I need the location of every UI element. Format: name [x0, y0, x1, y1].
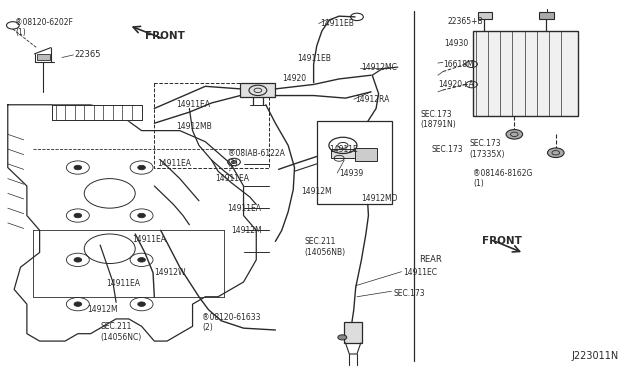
Circle shape — [338, 335, 347, 340]
Circle shape — [74, 258, 82, 262]
Circle shape — [74, 213, 82, 218]
Text: 14912MB: 14912MB — [177, 122, 212, 131]
Text: 14911EA: 14911EA — [157, 159, 191, 169]
Text: 14911EB: 14911EB — [298, 54, 332, 63]
Text: SEC.173
(18791N): SEC.173 (18791N) — [420, 110, 456, 129]
Circle shape — [138, 302, 145, 307]
Text: 14911EA: 14911EA — [106, 279, 141, 288]
Text: 22365: 22365 — [75, 51, 101, 60]
Polygon shape — [52, 105, 141, 119]
Circle shape — [74, 302, 82, 307]
Bar — [241, 83, 275, 97]
Text: ®08146-8162G
(1): ®08146-8162G (1) — [473, 169, 532, 188]
Text: ®08IAB-6122A
(2): ®08IAB-6122A (2) — [228, 148, 284, 168]
Text: REAR: REAR — [419, 255, 442, 264]
Text: 14920: 14920 — [282, 74, 306, 83]
Text: 14911EA: 14911EA — [215, 174, 249, 183]
Bar — [355, 148, 378, 161]
Text: 14911E: 14911E — [330, 145, 358, 154]
Circle shape — [138, 258, 145, 262]
Text: 14920+A: 14920+A — [438, 80, 474, 89]
Bar — [540, 12, 554, 19]
Text: 14930: 14930 — [444, 39, 468, 48]
Bar — [473, 31, 578, 116]
Circle shape — [547, 148, 564, 158]
Bar — [37, 54, 50, 61]
Text: 14939: 14939 — [339, 169, 364, 177]
Text: 14911EA: 14911EA — [228, 203, 262, 213]
Text: 14911EA: 14911EA — [177, 100, 211, 109]
Text: 14911EC: 14911EC — [403, 268, 437, 277]
Circle shape — [138, 213, 145, 218]
Circle shape — [138, 165, 145, 170]
Bar — [478, 13, 492, 19]
Text: ®08120-61633
(2): ®08120-61633 (2) — [202, 313, 260, 332]
Text: 14912M: 14912M — [231, 226, 261, 235]
Text: 22365+B: 22365+B — [447, 17, 483, 26]
Text: 14912MD: 14912MD — [362, 195, 398, 203]
Text: SEC.173: SEC.173 — [394, 289, 425, 298]
Circle shape — [74, 165, 82, 170]
Bar — [344, 321, 362, 343]
Text: 14912M: 14912M — [88, 305, 118, 314]
Circle shape — [232, 161, 237, 163]
Text: 16618M: 16618M — [443, 60, 474, 69]
Text: 14912W: 14912W — [154, 268, 186, 277]
Bar — [317, 121, 392, 205]
Circle shape — [506, 129, 523, 139]
Text: 14911EA: 14911EA — [132, 235, 166, 244]
Text: ®08120-6202F
(1): ®08120-6202F (1) — [15, 17, 74, 37]
Text: 14912RA: 14912RA — [355, 95, 389, 104]
Text: SEC.173: SEC.173 — [431, 145, 463, 154]
Bar — [332, 149, 373, 158]
Text: J223011N: J223011N — [572, 351, 619, 361]
Text: SEC.211
(14056NC): SEC.211 (14056NC) — [100, 322, 141, 341]
Polygon shape — [8, 105, 256, 341]
Text: SEC.173
(17335X): SEC.173 (17335X) — [470, 140, 505, 159]
Text: FRONT: FRONT — [483, 236, 522, 246]
Text: 14911EB: 14911EB — [320, 19, 354, 28]
Text: 14912M: 14912M — [301, 187, 332, 196]
Text: FRONT: FRONT — [145, 32, 184, 41]
Text: SEC.211
(14056NB): SEC.211 (14056NB) — [304, 237, 345, 257]
Text: 14912MC: 14912MC — [362, 63, 397, 72]
